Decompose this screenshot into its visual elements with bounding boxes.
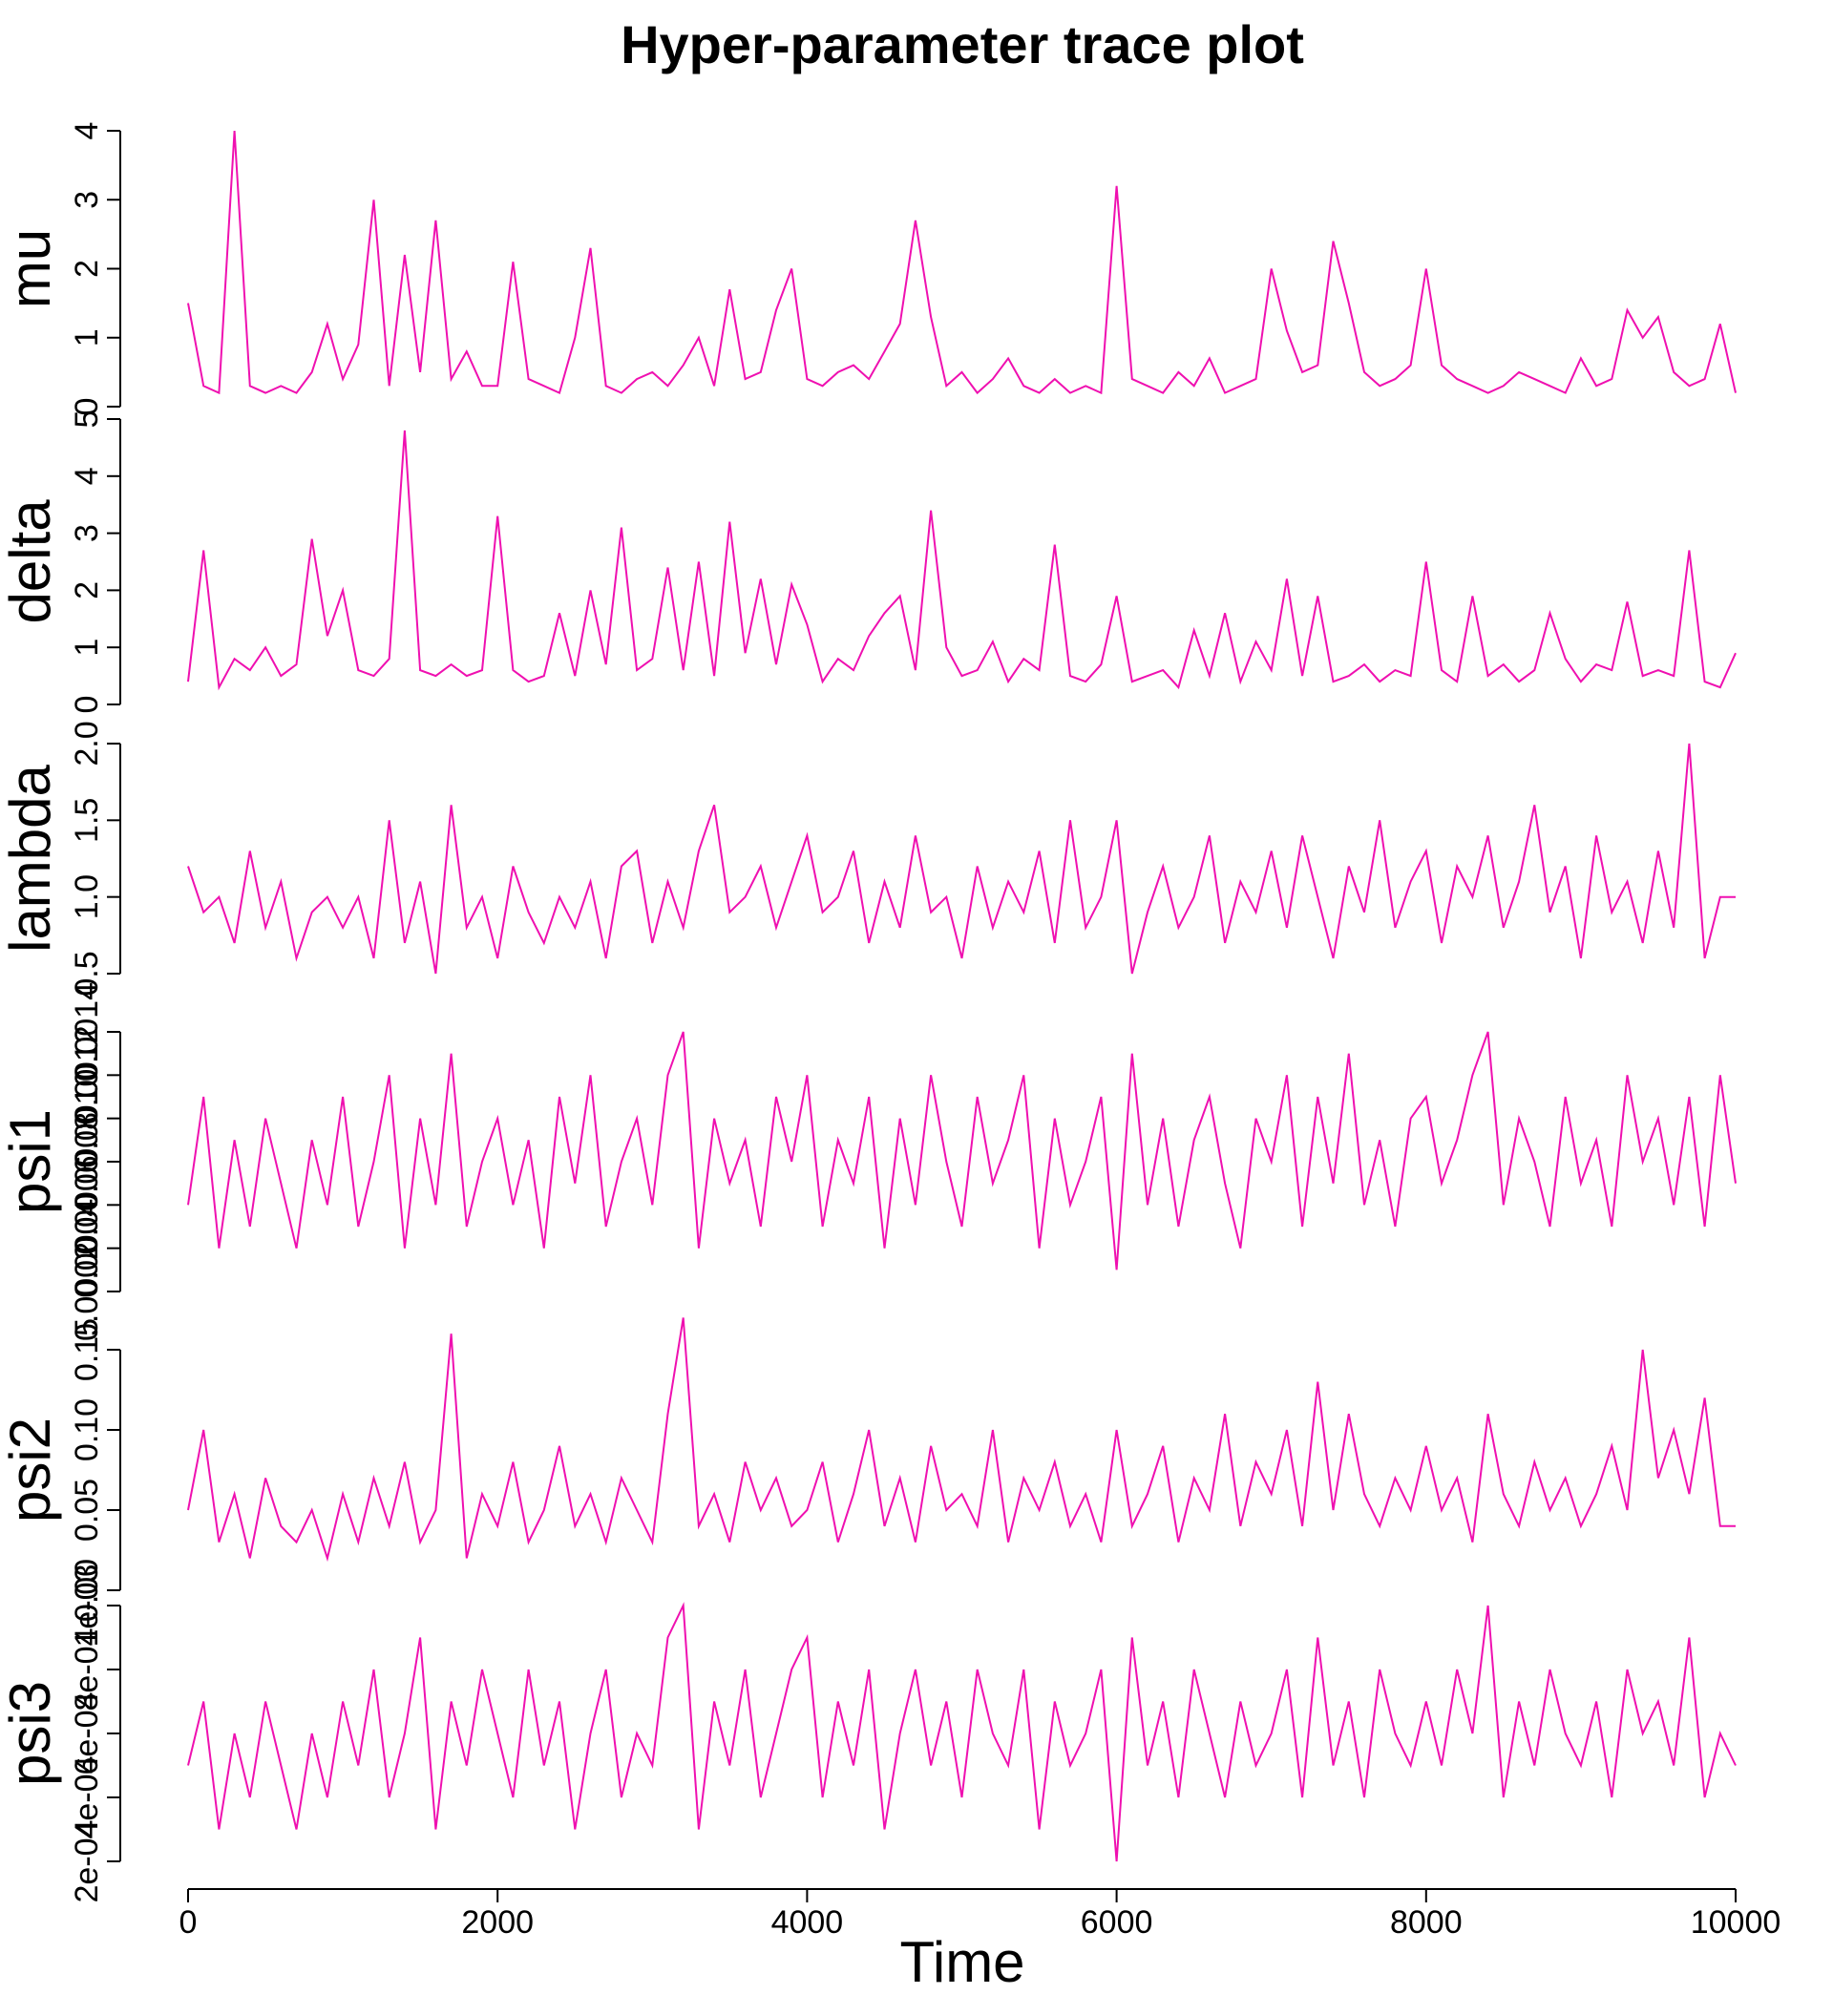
y-tick-label: 0.0002 (69, 1242, 105, 1341)
y-axis-label: psi1 (0, 1109, 62, 1214)
y-tick-label: 2e-04 (69, 1820, 105, 1903)
y-axis-label: psi3 (0, 1681, 62, 1786)
y-tick-label: 0.05 (69, 1479, 105, 1542)
y-axis-label: mu (0, 229, 62, 308)
y-tick-label: 4 (69, 122, 105, 140)
y-tick-label: 1 (69, 639, 105, 657)
y-tick-label: 0.0006 (69, 1155, 105, 1254)
chart-title: Hyper-parameter trace plot (621, 14, 1304, 74)
y-tick-label: 0.0008 (69, 1112, 105, 1211)
y-tick-label: 3 (69, 191, 105, 209)
y-tick-label: 5 (69, 410, 105, 429)
x-tick-label: 8000 (1390, 1904, 1463, 1941)
y-tick-label: 0.5 (69, 951, 105, 996)
trace-line (187, 1031, 1737, 1270)
trace-line (187, 1317, 1736, 1563)
x-tick-label: 4000 (771, 1904, 844, 1941)
x-tick-label: 2000 (461, 1904, 534, 1941)
y-axis-label: delta (0, 499, 62, 624)
y-axis-label: lambda (0, 764, 62, 952)
y-tick-label: 4 (69, 467, 105, 485)
y-tick-label: 1.0 (69, 874, 105, 919)
y-tick-label: 2 (69, 260, 105, 278)
y-tick-label: 0.0004 (69, 1199, 105, 1298)
x-tick-label: 10000 (1691, 1904, 1781, 1941)
trace-line (187, 1602, 1737, 1862)
y-tick-label: 0 (69, 398, 105, 416)
x-tick-label: 0 (179, 1904, 198, 1941)
y-tick-label: 3 (69, 524, 105, 542)
trace-line (187, 430, 1737, 691)
y-tick-label: 6e-04 (69, 1692, 105, 1775)
y-tick-label: 0.0010 (69, 1069, 105, 1168)
x-axis-label: Time (899, 1930, 1024, 1994)
y-tick-label: 0.15 (69, 1318, 105, 1381)
y-tick-label: 1 (69, 328, 105, 346)
y-tick-label: 0 (69, 696, 105, 714)
trace-line (187, 130, 1737, 395)
y-tick-label: 1e-03 (69, 1564, 105, 1648)
y-tick-label: 2 (69, 581, 105, 599)
x-tick-label: 6000 (1081, 1904, 1153, 1941)
trace-line (187, 743, 1736, 975)
y-tick-label: 0.0012 (69, 1025, 105, 1124)
y-axis-label: psi2 (0, 1418, 62, 1522)
y-tick-label: 2.0 (69, 721, 105, 766)
y-tick-label: 0.0014 (69, 982, 105, 1082)
y-tick-label: 1.5 (69, 798, 105, 843)
y-tick-label: 0.10 (69, 1398, 105, 1461)
y-tick-label: 0.00 (69, 1559, 105, 1622)
y-tick-label: 4e-04 (69, 1756, 105, 1839)
y-tick-label: 8e-04 (69, 1628, 105, 1712)
